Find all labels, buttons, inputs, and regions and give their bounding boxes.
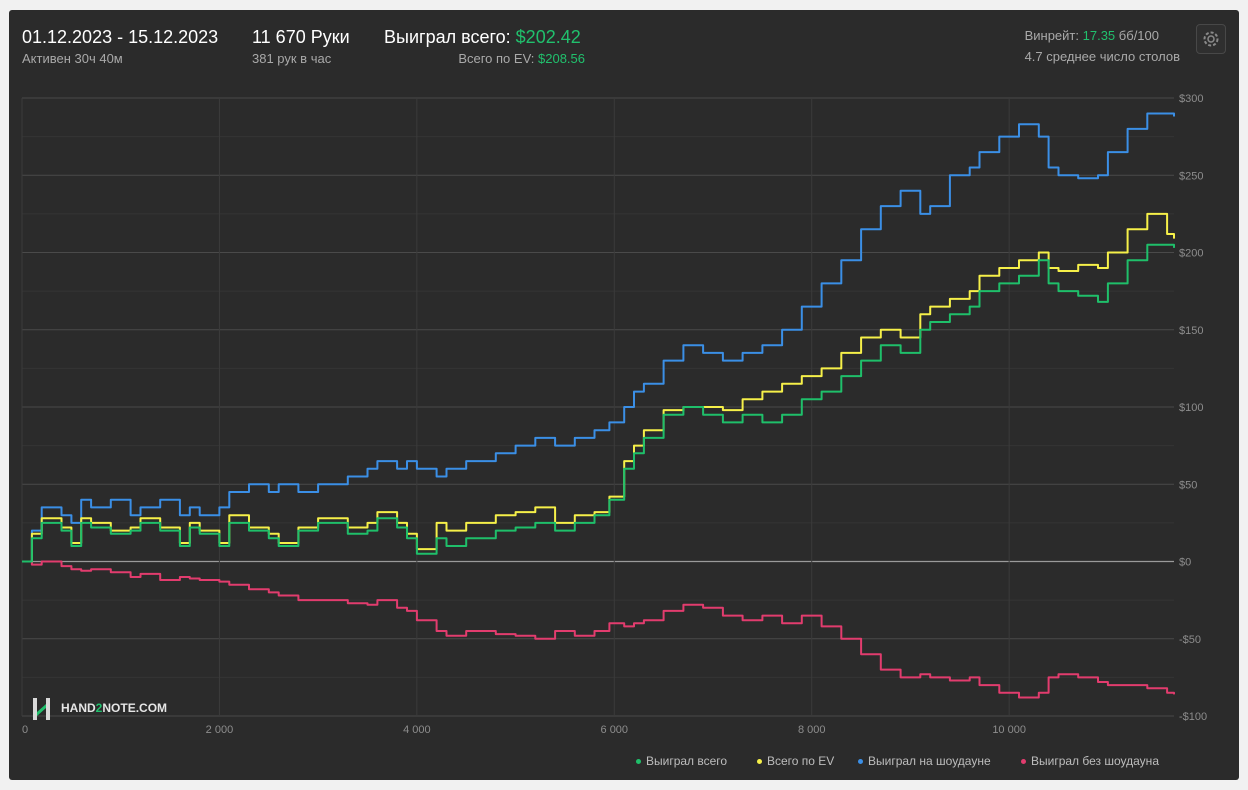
hand2note-logo: HAND2NOTE.COM — [31, 696, 167, 722]
y-tick-label: $200 — [1179, 248, 1203, 260]
y-tick-label: $0 — [1179, 557, 1191, 569]
y-tick-label: -$100 — [1179, 711, 1207, 723]
winrate-unit: бб/100 — [1118, 28, 1159, 43]
ev-total-label: Всего по EV: — [458, 51, 535, 66]
legend-item-ev[interactable]: Всего по EV — [757, 754, 834, 768]
y-tick-label: $300 — [1179, 93, 1203, 105]
y-tick-label: $50 — [1179, 479, 1197, 491]
x-tick-label: 0 — [22, 724, 28, 736]
active-time: Активен 30ч 40м — [22, 51, 123, 66]
chart-area: $300 $250 $200 $150 $100 $50 $0 -$50 -$100 0 2 00… — [21, 93, 1207, 736]
y-tick-label: $150 — [1179, 325, 1203, 337]
winrate: Винрейт: 17.35 бб/100 — [1025, 28, 1159, 43]
x-tick-label: 8 000 — [798, 724, 826, 736]
won-total-label: Выиграл всего: — [384, 27, 511, 47]
hands-per-hour: 381 рук в час — [252, 51, 332, 66]
x-tick-label: 6 000 — [601, 724, 629, 736]
avg-tables: 4.7 среднее число столов — [1024, 49, 1180, 64]
legend-item-non-showdown[interactable]: Выиграл без шоудауна — [1021, 754, 1159, 768]
legend-item-showdown[interactable]: Выиграл на шоудауне — [858, 754, 991, 768]
x-tick-label: 2 000 — [206, 724, 234, 736]
gear-icon — [1203, 31, 1219, 47]
winrate-value: 17.35 — [1082, 28, 1116, 43]
series-ev-line — [22, 212, 1175, 563]
legend-item-won-total[interactable]: Выиграл всего — [636, 754, 727, 768]
series-won-total-line — [22, 243, 1175, 563]
ev-total: Всего по EV: $208.56 — [458, 51, 585, 66]
winrate-label: Винрейт: — [1024, 28, 1079, 43]
x-tick-label: 10 000 — [992, 724, 1026, 736]
series-non-showdown-line — [22, 560, 1175, 699]
logo-text: HAND2NOTE.COM — [61, 701, 168, 715]
legend-dot — [757, 759, 762, 765]
legend-dot — [1021, 759, 1026, 765]
won-total: Выиграл всего: $202.42 — [384, 27, 581, 48]
legend-dot — [858, 759, 863, 765]
settings-button[interactable] — [1196, 24, 1226, 54]
ev-total-value: $208.56 — [538, 51, 585, 66]
chart-panel: 01.12.2023 - 15.12.2023 Активен 30ч 40м … — [9, 10, 1239, 780]
won-total-value: $202.42 — [515, 27, 581, 47]
x-tick-label: 4 000 — [403, 724, 431, 736]
legend-dot — [636, 759, 641, 765]
hands-count: 11 670 Руки — [252, 27, 350, 47]
h2n-logo-icon — [33, 698, 50, 720]
series-showdown-line — [22, 112, 1175, 563]
y-tick-label: -$50 — [1179, 634, 1201, 646]
date-range: 01.12.2023 - 15.12.2023 — [22, 27, 219, 47]
y-tick-label: $100 — [1179, 402, 1203, 414]
y-tick-label: $250 — [1179, 170, 1203, 182]
